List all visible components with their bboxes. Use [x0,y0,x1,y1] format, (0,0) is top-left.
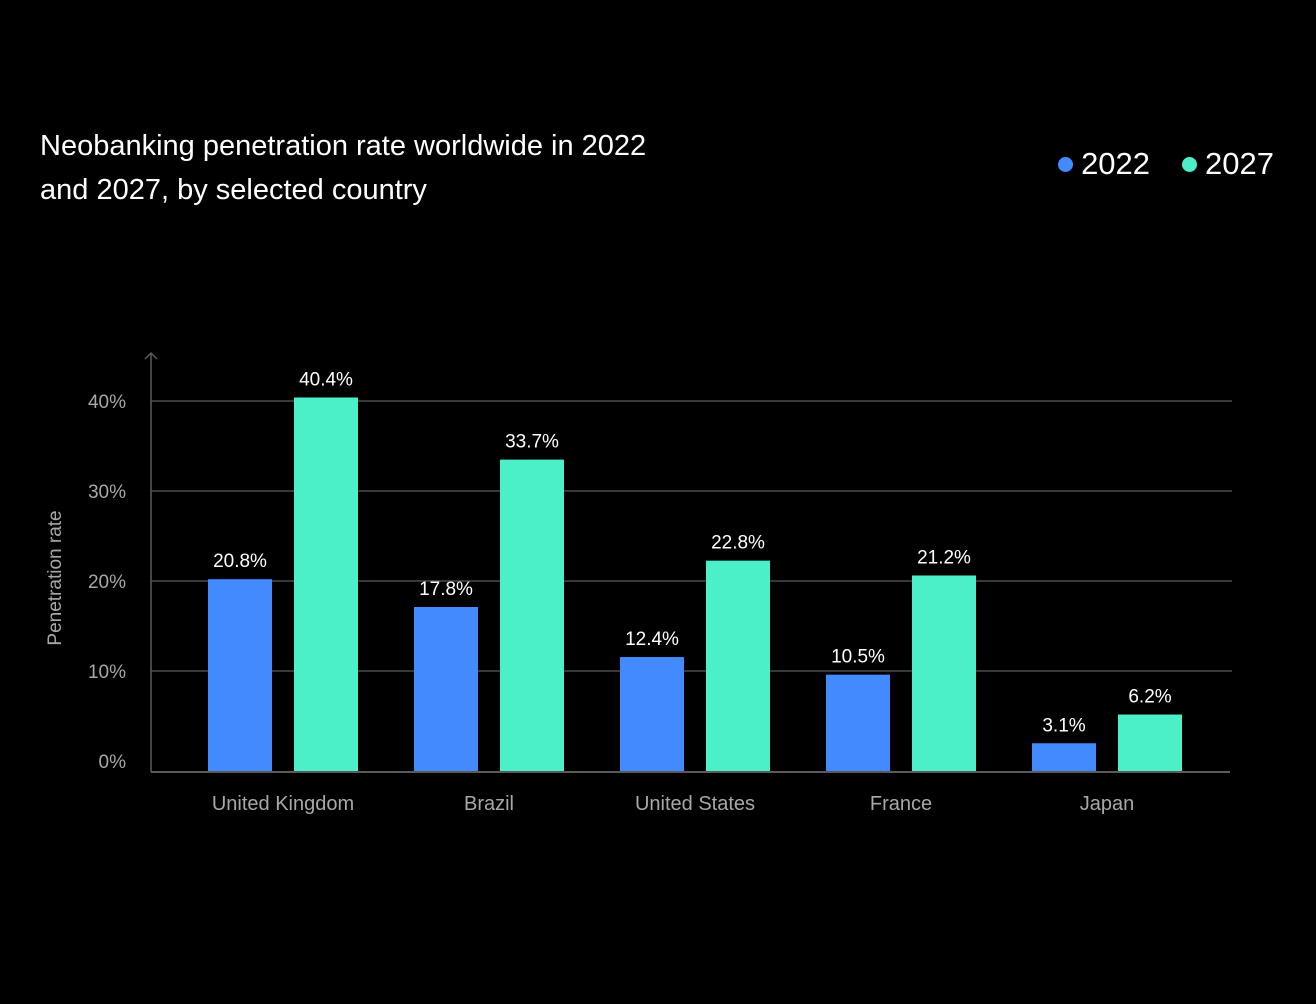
data-label: 20.8% [213,551,267,572]
data-label: 40.4% [299,369,353,390]
bar-2022 [1032,743,1096,772]
bar-2022 [620,657,684,772]
y-tick-label: 20% [88,572,126,593]
legend-label: 2022 [1081,146,1151,181]
bar-2027 [500,459,564,772]
x-tick-label: Brazil [464,793,514,815]
bar-2022 [414,606,478,772]
legend: 2022 2027 [1058,146,1274,182]
chart-title: Neobanking penetration rate worldwide in… [40,130,647,206]
y-axis-label: Penetration rate [45,510,66,645]
x-tick-label: France [870,793,932,815]
bar-2027 [912,575,976,772]
bar-2022 [826,674,890,772]
x-tick-label: United Kingdom [212,793,354,815]
legend-label: 2027 [1205,146,1274,181]
bar-2027 [294,397,358,772]
bar-2027 [706,560,770,772]
y-tick-label: 10% [88,662,126,683]
bar-2022 [208,579,272,772]
y-tick-label: 40% [88,392,126,413]
bar-2027 [1118,714,1182,772]
y-axis-arrow-icon [144,351,158,360]
x-tick-label: Japan [1080,793,1135,815]
data-label: 22.8% [711,533,765,554]
x-tick-label: United States [635,793,755,815]
legend-item-2027: 2027 [1182,146,1274,182]
data-label: 6.2% [1128,687,1171,708]
data-label: 3.1% [1042,715,1085,736]
data-label: 33.7% [505,432,559,453]
legend-swatch-2027 [1182,156,1198,172]
data-label: 21.2% [917,547,971,568]
data-label: 10.5% [831,647,885,668]
data-label: 12.4% [625,629,679,650]
data-label: 17.8% [419,579,473,600]
y-tick-label: 0% [99,752,127,773]
legend-item-2022: 2022 [1058,146,1150,182]
y-tick-label: 30% [88,482,126,503]
legend-swatch-2022 [1058,156,1074,172]
